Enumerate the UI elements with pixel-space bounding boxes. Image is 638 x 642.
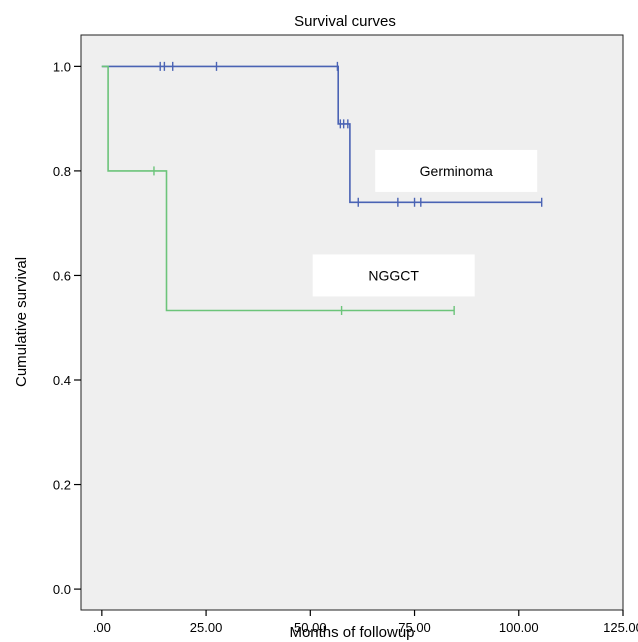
series-layer (101, 61, 543, 315)
series-nggct (101, 65, 455, 315)
plot-area (80, 34, 624, 611)
chart-title: Survival curves (294, 13, 396, 30)
y-tick-label: 1.0 (53, 59, 71, 74)
y-axis-label: Cumulative survival (13, 257, 30, 387)
annotation-layer: Germinoma NGGCT (312, 149, 538, 297)
annotation-label: Germinoma (420, 163, 493, 179)
series-germinoma (101, 61, 543, 207)
x-tick-label: 25.00 (190, 620, 223, 635)
annotation-background (375, 149, 538, 192)
annotation-box: Germinoma (375, 149, 538, 192)
x-tick-label: 75.00 (398, 620, 431, 635)
x-tick-label: .00 (93, 620, 111, 635)
survival-curve-nggct (101, 65, 455, 312)
y-tick-label: 0.0 (53, 582, 71, 597)
x-tick-label: 125.00 (603, 620, 638, 635)
y-tick-label: 0.4 (53, 373, 71, 388)
y-tick-label: 0.6 (53, 268, 71, 283)
x-tick-label: 100.00 (499, 620, 539, 635)
annotation-background (312, 254, 475, 297)
y-axis: 0.0 0.2 0.4 0.6 0.8 1.0 (53, 59, 81, 597)
y-tick-label: 0.8 (53, 164, 71, 179)
annotation-box: NGGCT (312, 254, 475, 297)
x-tick-label: 50.00 (294, 620, 327, 635)
x-axis: .00 25.00 50.00 75.00 100.00 125.00 (93, 610, 638, 635)
x-axis-label: Months of followup (289, 624, 414, 641)
annotation-label: NGGCT (368, 267, 419, 283)
y-tick-label: 0.2 (53, 478, 71, 493)
